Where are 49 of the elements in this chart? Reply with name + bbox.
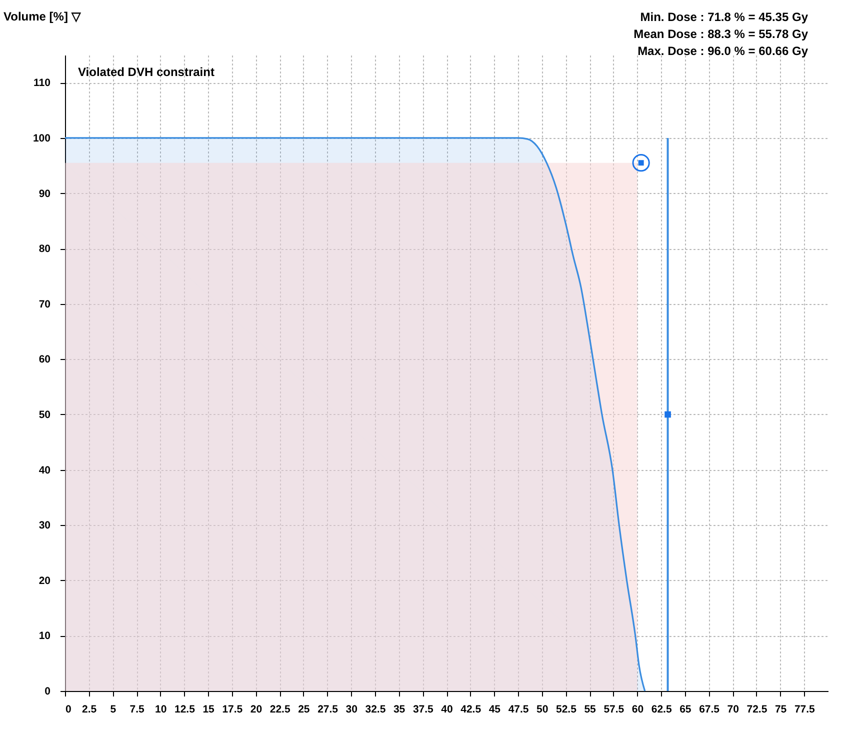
x-tick-label: 47.5 bbox=[508, 704, 529, 716]
x-tick-label: 60 bbox=[632, 704, 644, 716]
x-tick-label: 42.5 bbox=[460, 704, 482, 716]
x-tick-label: 12.5 bbox=[174, 704, 196, 716]
x-tick-label: 30 bbox=[346, 704, 358, 716]
x-tick-label: 72.5 bbox=[746, 704, 768, 716]
x-tick-label: 40 bbox=[441, 704, 453, 716]
x-tick-label: 20 bbox=[250, 704, 262, 716]
y-tick-label: 80 bbox=[38, 243, 51, 256]
x-tick-label: 55 bbox=[584, 704, 596, 716]
y-tick-label: 70 bbox=[38, 298, 51, 310]
x-tick-label: 17.5 bbox=[222, 704, 243, 716]
y-tick-label: 60 bbox=[38, 354, 51, 366]
y-tick-label: 100 bbox=[32, 132, 51, 144]
y-tick-label: 30 bbox=[38, 520, 51, 532]
y-tick-label: 10 bbox=[38, 630, 51, 642]
y-tick-label: 90 bbox=[38, 188, 51, 200]
annotation: Violated DVH constraint bbox=[78, 65, 214, 79]
x-tick-label: 57.5 bbox=[604, 704, 624, 716]
y-tick-label: 110 bbox=[34, 77, 51, 90]
x-tick-label: 35 bbox=[393, 704, 406, 716]
x-tick-label: 22.5 bbox=[270, 704, 290, 716]
x-tick-label: 65 bbox=[680, 704, 692, 716]
x-tick-label: 5 bbox=[110, 704, 116, 716]
text: Min. Dose : 71.8 % = 45.35 Gy bbox=[640, 10, 808, 24]
x-tick-label: 50 bbox=[536, 704, 548, 716]
x-tick-label: 62.5 bbox=[651, 704, 672, 716]
x-tick-label: 27.5 bbox=[318, 704, 338, 716]
x-tick-label: 75 bbox=[774, 704, 787, 716]
x-tick-label: 10 bbox=[155, 704, 167, 716]
x-tick-label: 15 bbox=[202, 704, 215, 716]
x-tick-label: 7.5 bbox=[130, 704, 144, 716]
x-tick-label: 77.5 bbox=[794, 704, 816, 716]
x-tick-label: 67.5 bbox=[699, 704, 720, 716]
x-tick-label: 45 bbox=[488, 704, 501, 716]
y-tick-label: 40 bbox=[38, 464, 51, 476]
annotation: Max. Dose : 96.0 % = 60.66 Gy bbox=[638, 44, 808, 58]
text: Mean Dose : 88.3 % = 55.78 Gy bbox=[634, 27, 808, 41]
y-tick-label: 0 bbox=[44, 686, 51, 698]
y-tick-label: 50 bbox=[38, 408, 51, 421]
y-axis-title: Volume [%] ▽ bbox=[4, 10, 82, 24]
x-tick-label: 70 bbox=[727, 704, 740, 716]
x-tick-label: 37.5 bbox=[412, 704, 434, 716]
x-tick-label: 25 bbox=[298, 704, 310, 716]
x-tick-label: 2.5 bbox=[82, 704, 97, 716]
x-tick-label: 0 bbox=[66, 704, 72, 716]
x-tick-label: 32.5 bbox=[365, 704, 386, 716]
x-tick-label: 52.5 bbox=[556, 704, 577, 716]
y-tick-label: 20 bbox=[38, 574, 51, 587]
